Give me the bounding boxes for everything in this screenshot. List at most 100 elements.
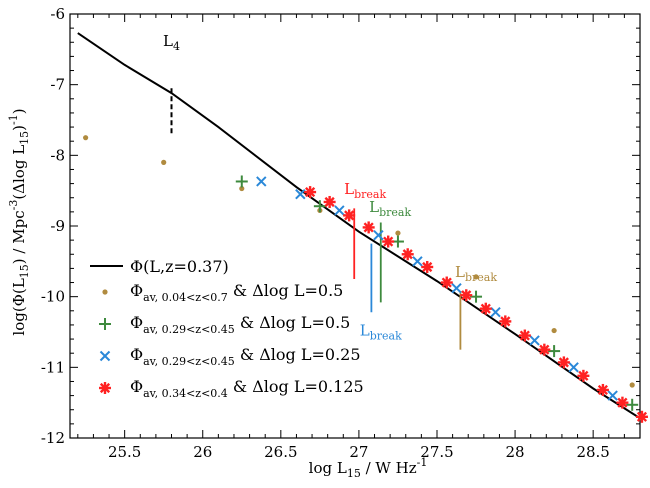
legend: Φ(L,z=0.37)Φav, 0.04<z<0.7 & Δlog L=0.5Φ… (90, 257, 364, 400)
legend-series-sub: av, 0.04<z<0.7 (143, 291, 228, 304)
series-dot-point (629, 382, 635, 388)
series-cross-point (451, 282, 462, 294)
x-axis-title-pre: log L (309, 459, 347, 477)
legend-series-main: Φ (130, 313, 143, 332)
Lbreak-green-label-main: L (369, 198, 379, 216)
legend-series-rest: & Δlog L=0.125 (228, 377, 364, 396)
x-tick-label: 27.5 (420, 443, 453, 461)
legend-series-rest: & Δlog L=0.5 (235, 313, 351, 332)
legend-series-sub: av, 0.29<z<0.45 (143, 323, 235, 336)
series-cross-point (568, 362, 579, 373)
series-cross-point (529, 335, 540, 346)
x-axis-title-post: / W Hz (361, 459, 417, 477)
legend-dot-swatch (102, 289, 108, 295)
series-cross-point (295, 188, 306, 200)
x-tick-label: 28.5 (576, 443, 609, 461)
Lbreak-red-label-sub: break (354, 188, 386, 201)
y-tick-label: -7 (50, 76, 65, 94)
y-axis-title-g: ) (10, 125, 28, 131)
series-star-point (635, 410, 648, 423)
y-axis-title-a: log(Φ(L (10, 278, 28, 335)
series-star-point (577, 369, 590, 382)
series-star-point (499, 315, 512, 328)
legend-plus-swatch (99, 318, 111, 330)
legend-series-rest: & Δlog L=0.5 (228, 281, 344, 300)
series-star-point (323, 195, 336, 208)
series-dot-point (395, 230, 401, 236)
y-tick-label: -8 (50, 146, 65, 164)
data-points (83, 135, 648, 423)
series-dot-point (473, 274, 479, 280)
series-star-point (304, 186, 317, 199)
Lbreak-tan-label-main: L (455, 263, 465, 281)
series-star-point (538, 343, 551, 356)
series-cross-point (256, 176, 267, 187)
series-cross-point (334, 205, 345, 216)
legend-series-main: Φ (130, 377, 143, 396)
legend-series-rest: & Δlog L=0.25 (235, 345, 361, 364)
L4-label: L4 (163, 32, 180, 53)
x-axis-title: log L15 / W Hz-1 (309, 456, 428, 480)
x-tick-label: 28 (506, 443, 525, 461)
series-star-point (362, 221, 375, 234)
series-cross-point (607, 390, 618, 401)
x-axis-title-sup: -1 (417, 456, 428, 469)
series-plus-point (313, 200, 326, 213)
Lbreak-red-label: Lbreak (344, 180, 386, 201)
series-star-point (557, 356, 570, 369)
series-plus-point (548, 345, 561, 358)
y-axis-title-h: -1 (7, 114, 20, 125)
series-star-point (616, 396, 629, 409)
series-cross-point (490, 307, 501, 318)
series-dot-point (83, 135, 89, 141)
series-cross-point (412, 256, 423, 267)
series-star-point (460, 289, 473, 302)
series-plus-point (470, 290, 483, 303)
axis-ticks: 25.5 26 26.5 27 27.5 28 28.5 -12 -11 -10 -9 -8 -7 -6 (41, 5, 640, 461)
legend-series-sub: av, 0.34<z<0.4 (143, 387, 228, 400)
legend-series-label: Φav, 0.29<z<0.45 & Δlog L=0.25 (130, 345, 361, 368)
series-star-point (440, 276, 453, 289)
legend-model-label: Φ(L,z=0.37) (130, 257, 229, 276)
series-star-point (479, 302, 492, 315)
y-tick-label: -9 (50, 217, 65, 235)
Lbreak-blue-label: Lbreak (360, 322, 402, 343)
series-dot-point (161, 159, 167, 165)
x-tick-label: 26 (193, 443, 212, 461)
y-axis-title-d: -3 (7, 200, 20, 211)
L4-label-main: L (163, 32, 173, 50)
series-dot-point (239, 185, 245, 192)
Lbreak-blue-label-sub: break (370, 330, 402, 343)
y-tick-label: -10 (41, 288, 65, 306)
y-tick-label: -11 (41, 358, 65, 376)
legend-star-swatch (99, 382, 111, 394)
x-tick-label: 25.5 (108, 443, 141, 461)
series-cross-point (373, 229, 384, 241)
legend-series-label: Φav, 0.29<z<0.45 & Δlog L=0.5 (130, 313, 350, 336)
model-curve-layer (77, 32, 641, 420)
Lbreak-blue-label-main: L (360, 322, 370, 340)
Lbreak-green-label-sub: break (379, 206, 411, 219)
Lbreak-tan-label: Lbreak (455, 263, 497, 284)
model-curve (77, 32, 641, 420)
x-tick-label: 27 (349, 443, 368, 461)
Lbreak-tan-label-sub: break (465, 271, 497, 284)
Lbreak-green-label: Lbreak (369, 198, 411, 219)
y-tick-label: -6 (50, 5, 65, 23)
series-star-point (596, 383, 609, 396)
y-axis-title-e: (Δlog L (10, 145, 28, 200)
y-tick-label: -12 (41, 429, 65, 447)
series-star-point (518, 329, 531, 342)
L4-label-sub: 4 (173, 40, 180, 53)
series-star-point (421, 260, 434, 273)
y-axis-title-b: 15 (18, 264, 31, 278)
legend-cross-swatch (99, 350, 111, 362)
y-axis-title: log(Φ(L15) / Mpc-3(Δlog L15)-1) (7, 108, 31, 335)
legend-series-main: Φ (130, 281, 143, 300)
series-plus-point (626, 398, 639, 411)
y-axis-title-i: ) (10, 108, 28, 114)
y-axis-title-f: 15 (18, 131, 31, 145)
legend-series-sub: av, 0.29<z<0.45 (143, 355, 235, 368)
